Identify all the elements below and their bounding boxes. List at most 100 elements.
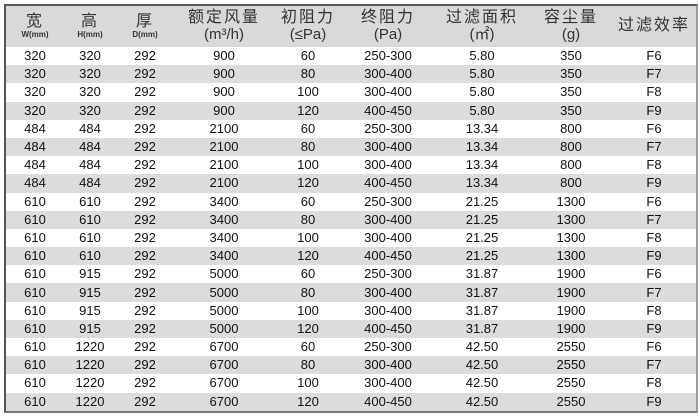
table-cell: 350 [530,65,612,84]
table-cell: 80 [274,210,342,229]
table-cell: 350 [560,48,582,64]
table-row: 610 915 292 5000 100 300-400 31.87 1900 F8 [6,302,696,320]
table-cell: 5000 [209,266,239,282]
table-cell: 1220 [64,356,116,375]
table-cell: 292 [134,375,156,391]
table-cell: 5.80 [469,84,495,100]
table-cell: 6700 [209,375,239,391]
table-cell: 21.25 [465,193,499,209]
header-label: 过滤效率 [617,17,690,35]
table-cell: F6 [646,120,662,136]
table-row: 610 915 292 5000 80 300-400 31.87 1900 F7 [6,283,696,302]
spec-table-frame: 宽 W(mm) 高 H(mm) 厚 D(mm) 额定风量 (m³/h) 初阻力 (≤Pa) 终阻力(… [4,4,698,413]
table-cell: 800 [530,137,612,157]
header-label: 厚 [135,12,154,30]
table-cell: 80 [274,356,342,375]
table-cell: 292 [134,120,156,136]
table-cell: 610 [24,339,46,355]
table-cell: F7 [612,283,696,302]
column-header: 宽 W(mm) [6,6,64,47]
table-cell: 300-400 [364,302,412,318]
table-cell: 6700 [209,339,239,355]
table-cell: 31.87 [434,319,530,338]
header-label: 容尘量 [543,9,598,27]
header-label: 额定风量 [187,9,260,27]
header-unit: (㎡) [469,26,495,44]
table-cell: 610 [24,193,46,209]
table-cell: 300-400 [364,157,412,173]
table-cell: 484 [6,137,64,157]
column-header: 过滤效率 [612,6,696,47]
table-cell: 60 [300,266,316,282]
table-cell: 120 [274,247,342,266]
table-cell: F9 [612,174,696,193]
table-cell: 60 [300,120,316,136]
table-cell: 13.34 [434,137,530,157]
column-header: 过滤面积 (㎡) [434,6,530,47]
table-cell: 120 [274,101,342,120]
table-cell: 610 [24,229,46,245]
table-row: 610 1220 292 6700 60 250-300 42.50 2550 F6 [6,338,696,356]
table-row: 484 484 292 2100 60 250-300 13.34 800 F6 [6,120,696,138]
table-cell: 5.80 [434,65,530,84]
table-cell: 6700 [174,392,274,411]
table-cell: 900 [174,65,274,84]
table-cell: 900 [213,48,235,64]
header-label: 终阻力 [360,9,415,27]
table-cell: 2550 [556,339,586,355]
table-cell: F8 [646,157,662,173]
table-cell: 80 [274,65,342,84]
table-cell: 292 [134,339,156,355]
table-cell: 610 [6,210,64,229]
table-cell: 120 [274,319,342,338]
table-cell: 915 [79,266,101,282]
table-cell: 13.34 [465,120,499,136]
table-cell: F8 [646,84,662,100]
table-cell: 3400 [174,210,274,229]
header-label: 高 [80,12,99,30]
table-row: 484 484 292 2100 80 300-400 13.34 800 F7 [6,137,696,157]
table-row: 320 320 292 900 80 300-400 5.80 350 F7 [6,65,696,84]
table-cell: F8 [646,229,662,245]
table-cell: 120 [274,392,342,411]
table-cell: F9 [612,247,696,266]
table-cell: 300-400 [364,229,412,245]
table-cell: F7 [612,137,696,157]
table-cell: 610 [6,247,64,266]
column-header: 厚 D(mm) [116,6,174,47]
table-cell: 800 [560,157,582,173]
table-cell: 250-300 [364,48,412,64]
table-cell: 1900 [556,266,586,282]
table-cell: 320 [64,101,116,120]
table-cell: 250-300 [364,266,412,282]
table-row: 320 320 292 900 60 250-300 5.80 350 F6 [6,47,696,65]
header-label: 过滤面积 [445,9,518,27]
table-cell: 1900 [530,319,612,338]
table-cell: 100 [297,84,319,100]
table-cell: F9 [612,319,696,338]
table-cell: 300-400 [342,356,434,375]
table-row: 610 1220 292 6700 100 300-400 42.50 2550 F8 [6,374,696,392]
table-cell: 900 [213,84,235,100]
table-cell: 31.87 [465,266,499,282]
table-cell: 31.87 [434,283,530,302]
table-cell: 484 [6,174,64,193]
table-cell: 320 [6,101,64,120]
header-row: 宽 W(mm) 高 H(mm) 厚 D(mm) 额定风量 (m³/h) 初阻力 (≤Pa) 终阻力(… [6,6,696,47]
table-cell: 610 [79,193,101,209]
column-header: 初阻力 (≤Pa) [274,6,342,47]
table-row: 610 915 292 5000 60 250-300 31.87 1900 F6 [6,265,696,283]
table-cell: F6 [646,48,662,64]
table-cell: 400-450 [342,319,434,338]
table-cell: 484 [64,137,116,157]
table-cell: 292 [116,174,174,193]
table-row: 610 610 292 3400 120 400-450 21.25 1300 F9 [6,247,696,266]
table-cell: 292 [134,48,156,64]
table-cell: 1300 [530,210,612,229]
table-cell: 292 [134,266,156,282]
table-cell: 13.34 [465,157,499,173]
table-cell: F7 [612,65,696,84]
table-row: 610 1220 292 6700 80 300-400 42.50 2550 F7 [6,356,696,375]
table-cell: 610 [64,247,116,266]
header-unit: W(mm) [21,29,49,39]
